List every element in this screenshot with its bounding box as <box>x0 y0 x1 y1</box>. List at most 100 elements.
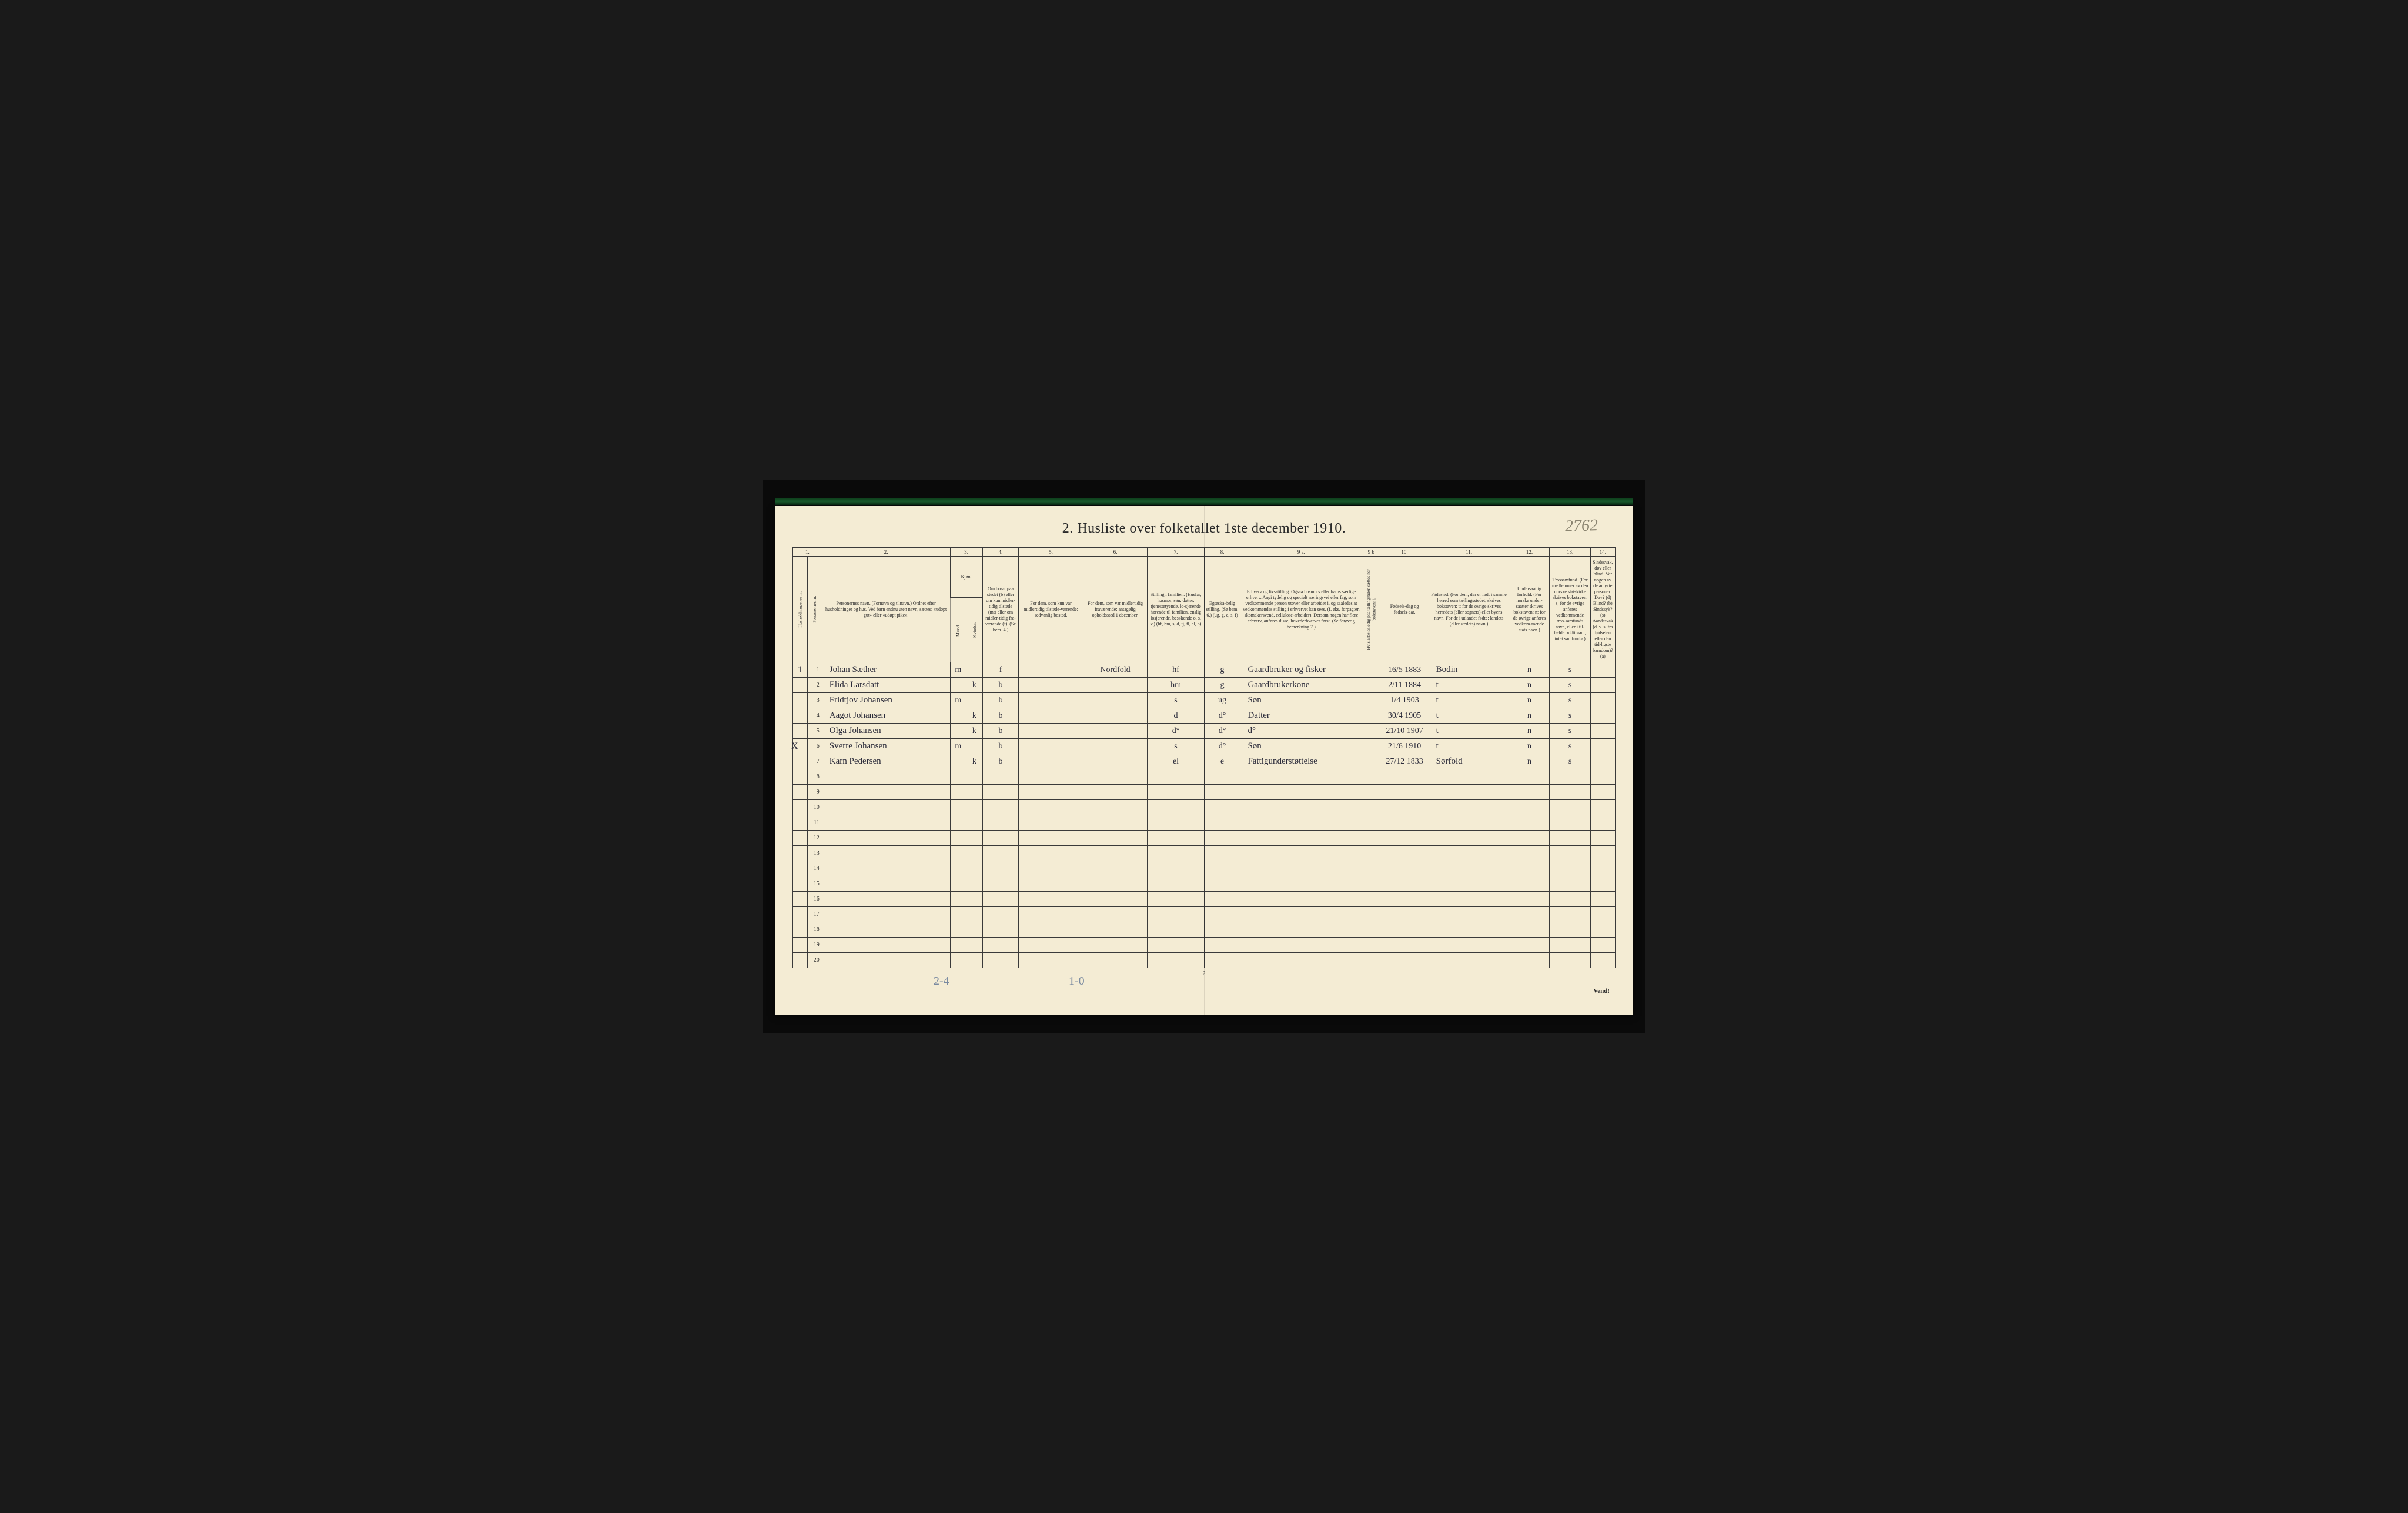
table-cell <box>1509 831 1550 846</box>
table-cell <box>793 861 808 876</box>
table-cell: 11 <box>807 815 822 831</box>
table-cell <box>1590 861 1615 876</box>
table-cell <box>1204 861 1240 876</box>
hdr-c9b: Hvis arbeidsledig paa tællingstiden sætt… <box>1362 557 1380 662</box>
table-cell <box>950 876 966 892</box>
table-cell <box>1429 922 1509 938</box>
table-cell <box>1204 831 1240 846</box>
table-cell <box>1204 907 1240 922</box>
table-cell: g <box>1204 678 1240 693</box>
paper-sheet: 2762 2. Husliste over folketallet 1ste d… <box>775 506 1633 1015</box>
table-cell <box>1148 953 1204 968</box>
table-cell <box>966 907 982 922</box>
table-cell <box>950 922 966 938</box>
table-cell <box>982 922 1019 938</box>
colnum-4: 4. <box>982 548 1019 557</box>
table-cell <box>966 922 982 938</box>
table-cell: d° <box>1204 708 1240 724</box>
table-cell <box>793 708 808 724</box>
table-cell <box>982 892 1019 907</box>
colnum-14: 14. <box>1590 548 1615 557</box>
table-cell: d° <box>1204 739 1240 754</box>
table-cell <box>1148 907 1204 922</box>
table-cell <box>1550 907 1590 922</box>
table-cell: el <box>1148 754 1204 769</box>
table-row: 12 <box>793 831 1616 846</box>
table-cell <box>1240 892 1362 907</box>
table-cell <box>1509 876 1550 892</box>
table-cell <box>1083 754 1148 769</box>
table-cell <box>966 831 982 846</box>
table-cell <box>1019 861 1083 876</box>
table-cell: n <box>1509 693 1550 708</box>
table-cell <box>966 938 982 953</box>
table-cell <box>822 831 950 846</box>
table-cell <box>1240 769 1362 785</box>
table-cell <box>966 785 982 800</box>
table-cell: Aagot Johansen <box>822 708 950 724</box>
table-cell <box>1429 892 1509 907</box>
table-row: 16 <box>793 892 1616 907</box>
table-cell <box>1429 876 1509 892</box>
table-cell <box>1590 876 1615 892</box>
table-cell <box>1362 953 1380 968</box>
table-cell <box>1019 724 1083 739</box>
table-cell <box>1380 785 1429 800</box>
table-cell: m <box>950 662 966 678</box>
table-cell <box>822 800 950 815</box>
table-cell: 20 <box>807 953 822 968</box>
table-cell <box>1083 907 1148 922</box>
table-cell: Fattigunderstøttelse <box>1240 754 1362 769</box>
table-cell: s <box>1550 662 1590 678</box>
colnum-9b: 9 b <box>1362 548 1380 557</box>
table-cell: hm <box>1148 678 1204 693</box>
table-cell <box>1429 815 1509 831</box>
table-cell <box>793 678 808 693</box>
table-cell <box>1362 708 1380 724</box>
table-cell <box>1550 846 1590 861</box>
table-cell <box>950 708 966 724</box>
table-cell: k <box>966 754 982 769</box>
table-cell <box>950 769 966 785</box>
table-cell <box>1429 769 1509 785</box>
table-cell <box>1362 662 1380 678</box>
table-cell <box>1590 846 1615 861</box>
table-cell <box>1590 922 1615 938</box>
table-cell <box>1204 876 1240 892</box>
table-cell <box>966 800 982 815</box>
table-cell: 18 <box>807 922 822 938</box>
table-cell <box>1019 708 1083 724</box>
table-cell: n <box>1509 739 1550 754</box>
table-cell <box>1509 922 1550 938</box>
table-cell <box>1362 938 1380 953</box>
table-cell: 4 <box>807 708 822 724</box>
table-cell: e <box>1204 754 1240 769</box>
table-cell <box>1509 785 1550 800</box>
table-cell: s <box>1148 693 1204 708</box>
table-cell <box>1509 815 1550 831</box>
table-cell <box>1019 739 1083 754</box>
table-cell: s <box>1550 693 1590 708</box>
table-cell <box>966 892 982 907</box>
table-cell: m <box>950 693 966 708</box>
table-cell <box>1240 876 1362 892</box>
table-cell <box>1019 831 1083 846</box>
table-cell <box>966 861 982 876</box>
table-cell <box>793 800 808 815</box>
colnum-6: 6. <box>1083 548 1148 557</box>
table-cell <box>822 785 950 800</box>
table-cell: 2/11 1884 <box>1380 678 1429 693</box>
table-cell <box>1019 662 1083 678</box>
table-cell: 7 <box>807 754 822 769</box>
table-cell <box>1550 815 1590 831</box>
table-cell <box>793 831 808 846</box>
hdr-c10: Fødsels-dag og fødsels-aar. <box>1380 557 1429 662</box>
table-cell <box>1083 693 1148 708</box>
table-cell <box>966 739 982 754</box>
hdr-c5: For dem, som kun var midlertidig tilsted… <box>1019 557 1083 662</box>
hdr-c12: Undersaatlig forhold. (For norske under-… <box>1509 557 1550 662</box>
table-cell <box>1509 953 1550 968</box>
table-row: 14 <box>793 861 1616 876</box>
table-cell: b <box>982 678 1019 693</box>
table-cell <box>1362 846 1380 861</box>
